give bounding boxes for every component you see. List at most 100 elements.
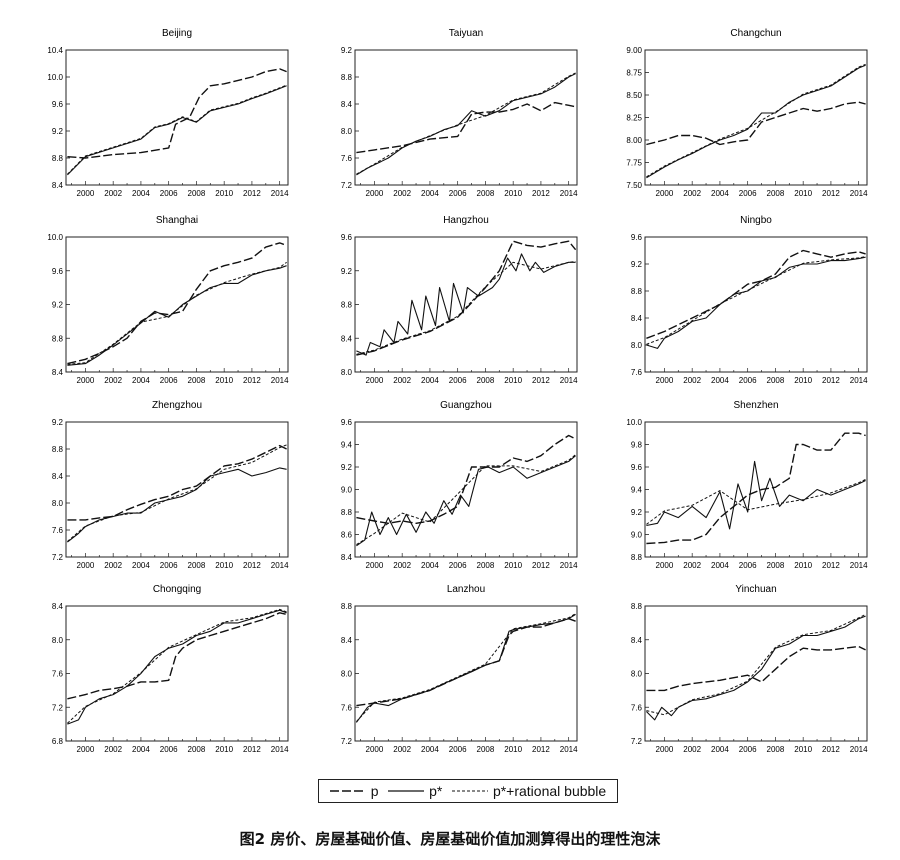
y-tick-label: 8.8 (631, 553, 643, 562)
x-tick-label: 2000 (656, 376, 674, 385)
series-line-p-rational-bubble (67, 444, 287, 542)
chart-title: Shenzhen (733, 400, 778, 411)
x-tick-label: 2000 (656, 561, 674, 570)
x-tick-label: 2002 (104, 561, 122, 570)
plot-frame (65, 49, 289, 186)
x-tick-label: 2014 (560, 376, 578, 385)
x-tick-label: 2010 (794, 189, 812, 198)
y-tick-label: 8.0 (341, 127, 353, 136)
x-tick-label: 2002 (683, 376, 701, 385)
x-tick-label: 2008 (188, 189, 206, 198)
x-tick-label: 2014 (850, 745, 868, 754)
series-line-p (356, 434, 576, 524)
x-tick-label: 2006 (449, 189, 467, 198)
y-tick-label: 10.0 (47, 73, 63, 82)
chart-title: Zhengzhou (152, 400, 202, 411)
x-tick-label: 2014 (560, 561, 578, 570)
series-line-p (67, 612, 287, 700)
x-tick-label: 2002 (683, 745, 701, 754)
y-tick-label: 8.0 (631, 670, 643, 679)
y-tick-label: 8.75 (626, 69, 642, 78)
y-tick-label: 8.0 (631, 341, 643, 350)
x-tick-label: 2000 (656, 189, 674, 198)
x-tick-label: 2006 (160, 189, 178, 198)
plot-frame (644, 421, 868, 558)
x-tick-label: 2004 (711, 189, 729, 198)
series-line-p (646, 101, 866, 146)
x-tick-label: 2006 (160, 561, 178, 570)
x-tick-label: 2006 (739, 189, 757, 198)
x-tick-label: 2000 (366, 745, 384, 754)
series-line-p-rational-bubble (646, 256, 866, 345)
y-tick-label: 9.6 (52, 267, 64, 276)
y-tick-label: 9.6 (341, 418, 353, 427)
x-tick-label: 2010 (215, 561, 233, 570)
y-tick-label: 7.2 (341, 737, 353, 746)
plot-frame (644, 605, 868, 742)
y-tick-label: 8.8 (631, 602, 643, 611)
x-tick-label: 2006 (160, 376, 178, 385)
x-tick-label: 2014 (850, 376, 868, 385)
legend-label-p-star: p* (429, 783, 443, 799)
y-tick-label: 8.25 (626, 114, 642, 123)
y-tick-label: 9.6 (341, 233, 353, 242)
series-line-p (646, 249, 866, 339)
x-tick-label: 2002 (393, 189, 411, 198)
plot-frame (354, 421, 578, 558)
x-tick-label: 2010 (215, 376, 233, 385)
y-tick-label: 9.4 (341, 441, 353, 450)
x-tick-label: 2004 (711, 745, 729, 754)
series-line-p (646, 432, 866, 545)
y-tick-label: 7.6 (631, 703, 643, 712)
series-line-p (67, 68, 287, 159)
x-tick-label: 2014 (850, 561, 868, 570)
x-tick-label: 2000 (77, 561, 95, 570)
x-tick-label: 2004 (711, 376, 729, 385)
y-tick-label: 9.2 (52, 301, 64, 310)
x-tick-label: 2014 (271, 189, 289, 198)
x-tick-label: 2002 (393, 745, 411, 754)
y-tick-label: 7.2 (341, 181, 353, 190)
x-tick-label: 2004 (421, 376, 439, 385)
x-tick-label: 2014 (271, 376, 289, 385)
plot-frame (65, 236, 289, 373)
series-line-p- (646, 460, 866, 530)
y-tick-label: 7.6 (52, 526, 64, 535)
legend-swatch-solid-icon (388, 790, 425, 792)
panel-zhengzhou: Zhengzhou 7.2 7.6 8.0 8.4 8.8 9.2 2000 2002 2004 2… (52, 400, 289, 570)
plot-frame (65, 605, 289, 742)
series-line-p- (646, 256, 866, 349)
y-tick-label: 7.6 (52, 670, 64, 679)
y-tick-label: 8.8 (52, 334, 64, 343)
y-tick-label: 9.2 (341, 267, 353, 276)
legend-label-p-star-bubble: p*+rational bubble (492, 783, 607, 799)
x-tick-label: 2008 (477, 189, 495, 198)
x-tick-label: 2012 (822, 561, 840, 570)
y-tick-label: 8.0 (341, 368, 353, 377)
chart-title: Chongqing (153, 584, 201, 595)
y-tick-label: 9.2 (52, 127, 64, 136)
x-tick-label: 2004 (421, 745, 439, 754)
x-tick-label: 2006 (449, 745, 467, 754)
x-tick-label: 2008 (477, 376, 495, 385)
legend-swatch-short-dash-icon (451, 790, 488, 792)
x-tick-label: 2000 (366, 189, 384, 198)
x-tick-label: 2000 (77, 189, 95, 198)
y-tick-label: 8.0 (341, 670, 353, 679)
x-tick-label: 2002 (683, 189, 701, 198)
series-line-p (67, 242, 287, 365)
y-tick-label: 8.50 (626, 91, 642, 100)
x-tick-label: 2008 (767, 189, 785, 198)
x-tick-label: 2008 (188, 561, 206, 570)
plot-frame (354, 49, 578, 186)
x-tick-label: 2002 (683, 561, 701, 570)
y-tick-label: 8.4 (631, 636, 643, 645)
chart-title: Hangzhou (443, 215, 489, 226)
x-tick-label: 2006 (449, 561, 467, 570)
x-tick-label: 2010 (215, 189, 233, 198)
x-tick-label: 2010 (794, 561, 812, 570)
y-tick-label: 8.4 (52, 472, 64, 481)
legend-label-p: p (370, 783, 379, 799)
y-tick-label: 9.2 (341, 463, 353, 472)
panel-beijing: Beijing 8.4 8.8 9.2 9.6 10.0 10.4 2000 2002 2004 2… (47, 28, 289, 198)
